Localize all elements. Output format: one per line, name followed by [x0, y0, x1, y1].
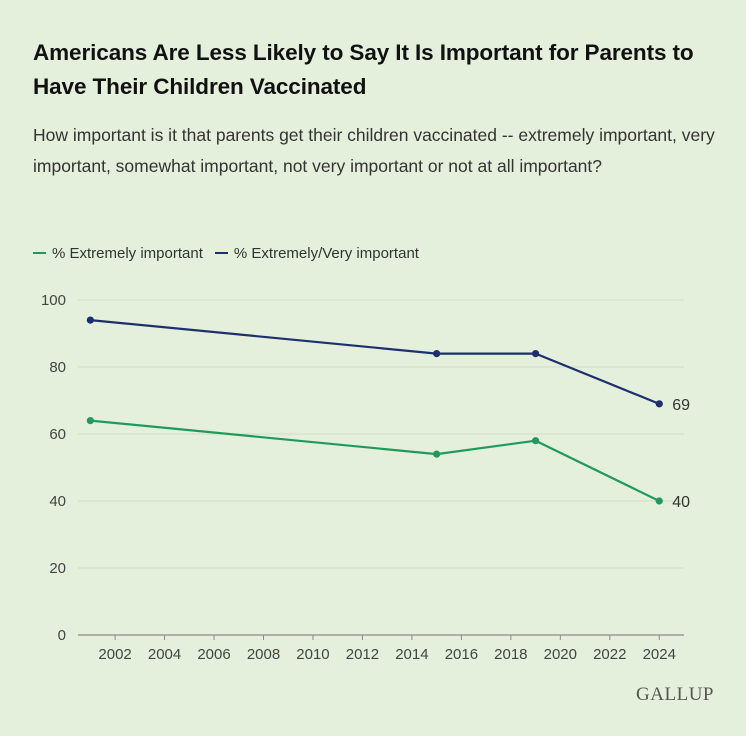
legend-swatch-extremely-very: [214, 252, 228, 254]
legend-label-extremely-very: % Extremely/Very important: [233, 244, 419, 262]
data-point: [86, 417, 94, 425]
x-tick-label: 2006: [197, 646, 230, 663]
x-tick-label: 2004: [148, 646, 181, 663]
y-tick-label: 0: [58, 627, 66, 644]
x-tick-label: 2014: [395, 646, 428, 663]
y-tick-label: 80: [49, 359, 66, 376]
y-tick-label: 60: [49, 426, 66, 443]
chart-title: Americans Are Less Likely to Say It Is I…: [33, 40, 694, 99]
chart-legend: % Extremely important % Extremely/Very i…: [33, 243, 431, 263]
data-point: [531, 437, 540, 445]
x-tick-label: 2018: [494, 646, 527, 663]
gallup-logo: GALLUP: [636, 684, 714, 705]
data-point: [433, 450, 441, 458]
data-point: [86, 316, 94, 324]
data-point: [531, 350, 540, 358]
legend-item-extremely: % Extremely important: [33, 245, 203, 262]
x-tick-label: 2020: [544, 646, 577, 663]
data-point: [655, 497, 663, 505]
x-tick-label: 2016: [445, 646, 478, 663]
series-line-0: [90, 419, 660, 502]
x-tick-label: 2010: [296, 646, 329, 663]
legend-swatch-extremely: [33, 252, 46, 254]
x-tick-label: 2008: [247, 646, 280, 663]
y-tick-label: 40: [49, 493, 66, 510]
y-tick-label: 20: [49, 560, 66, 577]
series-line-1: [90, 319, 660, 405]
x-tick-label: 2024: [643, 646, 676, 663]
end-value-label: 40: [672, 494, 690, 511]
data-point: [433, 350, 441, 358]
end-value-label: 69: [672, 397, 690, 414]
y-tick-label: 100: [41, 292, 66, 309]
chart-subtitle: How important is it that parents get the…: [33, 125, 715, 176]
x-tick-label: 2002: [98, 646, 131, 663]
data-point: [655, 400, 663, 408]
legend-label-extremely: % Extremely important: [52, 244, 203, 262]
x-tick-label: 2012: [346, 646, 379, 663]
x-tick-label: 2022: [593, 646, 626, 663]
legend-item-extremely-very: % Extremely/Very important: [214, 244, 419, 262]
